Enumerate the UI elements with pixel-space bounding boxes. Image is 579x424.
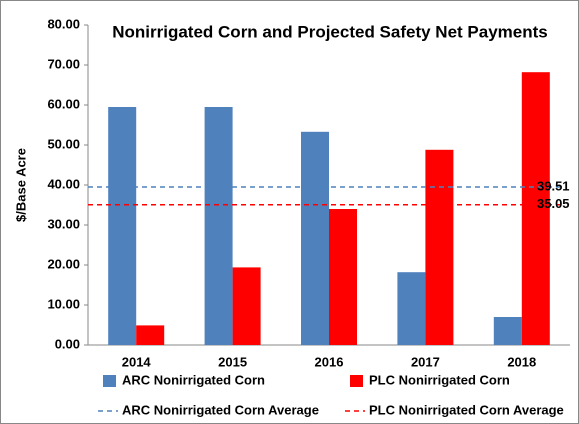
legend-swatch <box>103 375 116 387</box>
legend-label: PLC Nonirrigated Corn Average <box>369 402 564 417</box>
average-label: 35.05 <box>537 196 570 211</box>
y-tick-label: 40.00 <box>47 176 80 191</box>
x-tick-label: 2014 <box>122 354 152 369</box>
chart-title: Nonirrigated Corn and Projected Safety N… <box>112 22 548 41</box>
y-tick-label: 70.00 <box>47 56 80 71</box>
y-tick-label: 80.00 <box>47 16 80 31</box>
y-tick-label: 50.00 <box>47 136 80 151</box>
x-tick-label: 2016 <box>315 354 344 369</box>
y-tick-label: 10.00 <box>47 296 80 311</box>
bar <box>521 72 550 345</box>
bar <box>329 209 357 345</box>
average-label: 39.51 <box>537 178 570 193</box>
y-axis-label: $/Base Acre <box>13 148 28 222</box>
legend-label: ARC Nonirrigated Corn Average <box>122 402 319 417</box>
bar <box>108 107 137 345</box>
x-tick-label: 2018 <box>507 354 536 369</box>
bar <box>204 107 233 345</box>
bar <box>136 325 165 345</box>
legend-label: ARC Nonirrigated Corn <box>122 372 265 387</box>
y-tick-label: 20.00 <box>47 256 80 271</box>
bar <box>425 149 454 345</box>
bar <box>397 272 426 345</box>
bar <box>493 317 522 345</box>
y-tick-label: 0.00 <box>55 336 80 351</box>
legend-label: PLC Nonirrigated Corn <box>369 372 510 387</box>
legend-swatch <box>350 375 363 387</box>
bar <box>232 267 261 345</box>
x-tick-label: 2015 <box>218 354 247 369</box>
y-tick-label: 60.00 <box>47 96 80 111</box>
x-tick-label: 2017 <box>411 354 440 369</box>
bar <box>301 131 329 345</box>
y-tick-label: 30.00 <box>47 216 80 231</box>
